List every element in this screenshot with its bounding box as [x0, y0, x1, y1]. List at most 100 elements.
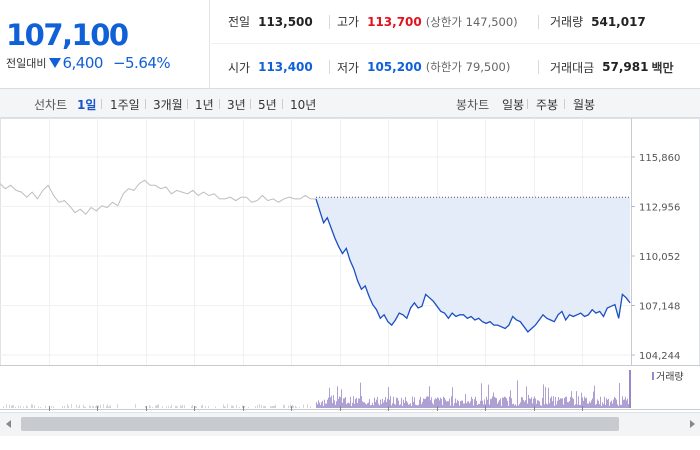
- current-price-box: 107,100 전일대비 6,400 −5.64%: [0, 0, 210, 89]
- volume-bar: [488, 384, 489, 408]
- stat-turnover: 거래대금 57,981 백만: [550, 59, 682, 76]
- volume-bar: [621, 404, 622, 408]
- scroll-left-arrow-icon[interactable]: [6, 420, 11, 428]
- tab-5-years[interactable]: 5년: [258, 98, 277, 112]
- volume-bar: [323, 405, 324, 408]
- volume-bar: [440, 397, 441, 408]
- tab-10-years[interactable]: 10년: [290, 98, 317, 112]
- volume-bar: [543, 384, 544, 408]
- volume-bar: [171, 404, 172, 408]
- volume-bar: [428, 396, 429, 408]
- stat-divider: [538, 14, 539, 29]
- volume-bar: [328, 397, 329, 408]
- volume-bar: [378, 403, 379, 408]
- scroll-right-arrow-icon[interactable]: [690, 420, 695, 428]
- volume-bar: [541, 405, 542, 408]
- tab-3-months[interactable]: 3개월: [153, 98, 183, 112]
- volume-bar: [613, 399, 614, 408]
- volume-bar: [607, 399, 608, 408]
- volume-bar: [149, 404, 150, 408]
- volume-bar: [374, 397, 375, 408]
- volume-bar: [384, 400, 385, 408]
- stat-divider: [538, 60, 539, 74]
- down-triangle-icon: [49, 58, 62, 68]
- volume-bar: [288, 405, 289, 408]
- volume-bar: [478, 403, 479, 408]
- volume-bar: [535, 398, 536, 408]
- volume-bar: [555, 396, 556, 408]
- tab-monthly-candle[interactable]: 월봉: [573, 98, 596, 112]
- volume-bar: [257, 405, 258, 408]
- volume-bar: [460, 401, 461, 408]
- volume-bar: [448, 401, 449, 408]
- volume-bar: [546, 403, 547, 408]
- volume-bar: [479, 404, 480, 408]
- volume-bar: [434, 399, 435, 408]
- volume-bar: [337, 386, 338, 408]
- volume-bar: [553, 396, 554, 408]
- current-price: 107,100: [6, 18, 129, 52]
- volume-bar: [540, 405, 541, 408]
- stat-grid: 전일 113,500 고가 113,700 (상한가 147,500) 거래량 …: [211, 0, 700, 89]
- volume-bar: [383, 402, 384, 408]
- volume-bar: [196, 406, 197, 408]
- tab-1-year[interactable]: 1년: [195, 98, 214, 112]
- volume-bar: [603, 404, 604, 408]
- volume-bar: [571, 391, 572, 408]
- volume-bar: [484, 399, 485, 408]
- volume-bar: [307, 404, 308, 408]
- volume-bar: [492, 396, 493, 408]
- volume-bar: [567, 401, 568, 408]
- volume-bar: [517, 380, 518, 408]
- volume-bar: [11, 405, 12, 408]
- volume-bar: [575, 404, 576, 408]
- volume-bar: [354, 403, 355, 408]
- volume-bar: [369, 399, 370, 408]
- volume-bar: [329, 387, 330, 408]
- volume-bar: [411, 405, 412, 408]
- volume-bar: [233, 406, 234, 408]
- volume-bar: [606, 398, 607, 408]
- tab-1-week[interactable]: 1주일: [110, 98, 140, 112]
- volume-bar: [584, 396, 585, 408]
- volume-bar: [505, 397, 506, 408]
- volume-bar: [353, 396, 354, 408]
- chart-scrollbar[interactable]: [0, 412, 700, 436]
- change-label: 전일대비: [6, 57, 47, 70]
- volume-bar: [545, 387, 546, 408]
- volume-bar: [145, 405, 146, 408]
- volume-bar: [360, 382, 361, 408]
- scroll-thumb[interactable]: [21, 417, 619, 431]
- volume-bar: [135, 404, 136, 408]
- volume-bar: [577, 404, 578, 408]
- volume-bar: [624, 399, 625, 408]
- volume-bar: [283, 404, 284, 408]
- tab-divider: [527, 99, 528, 109]
- volume-bar: [175, 405, 176, 408]
- volume-bar: [227, 404, 228, 408]
- volume-bar: [166, 406, 167, 408]
- volume-bar: [413, 401, 414, 408]
- volume-bar: [409, 404, 410, 408]
- volume-bar: [295, 405, 296, 408]
- volume-bar: [398, 400, 399, 408]
- tab-daily-candle[interactable]: 일봉: [502, 98, 525, 112]
- volume-bar: [512, 404, 513, 408]
- volume-bar: [486, 396, 487, 408]
- volume-bar: [470, 401, 471, 408]
- volume-bar: [76, 404, 77, 408]
- volume-bar: [191, 406, 192, 408]
- volume-bar: [53, 406, 54, 408]
- volume-bar: [379, 405, 380, 408]
- volume-bar: [26, 405, 27, 408]
- volume-bar: [463, 403, 464, 408]
- volume-bar: [64, 405, 65, 408]
- stat-low: 저가 105,200 (하한가 79,500): [337, 59, 510, 76]
- tab-3-years[interactable]: 3년: [227, 98, 246, 112]
- tab-1-day[interactable]: 1일: [77, 98, 97, 112]
- volume-bar: [510, 390, 511, 408]
- tab-divider: [219, 99, 220, 109]
- tab-weekly-candle[interactable]: 주봉: [536, 98, 559, 112]
- volume-bar: [558, 397, 559, 408]
- stat-label: 고가: [337, 15, 360, 29]
